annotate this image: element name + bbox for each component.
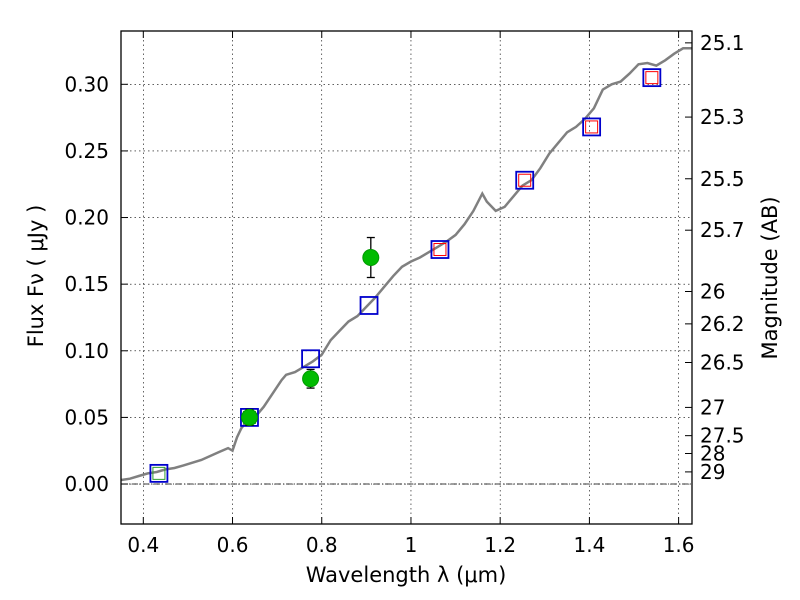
plot-frame	[120, 30, 693, 525]
plot-area	[121, 47, 692, 485]
y-tick-label: 0.10	[64, 339, 109, 363]
right-tick-label: 29	[700, 460, 725, 484]
right-tick-label: 25.5	[700, 167, 745, 191]
right-tick-label: 26.5	[700, 351, 745, 375]
x-tick-label: 0.6	[217, 533, 249, 557]
y-tick-label: 0.15	[64, 272, 109, 296]
y-axis-title: Flux Fν ( μJy )	[24, 205, 48, 348]
right-tick-label: 25.3	[700, 105, 745, 129]
grid	[121, 31, 692, 524]
right-axis-title: Magnitude (AB)	[758, 196, 782, 359]
observed-point	[302, 370, 320, 388]
model-square	[642, 68, 662, 88]
model-square	[515, 170, 535, 190]
right-tick-label: 26	[700, 279, 725, 303]
right-tick-label: 28	[700, 442, 725, 466]
observed-point	[362, 249, 380, 267]
y-axis-ticks: 0.00 0.05 0.10 0.15 0.20 0.25 0.30	[64, 72, 128, 496]
model-square	[359, 296, 379, 315]
model-square	[582, 117, 602, 137]
x-axis-ticks: 0.4 0.6 0.8 1 1.2 1.4 1.6	[127, 31, 695, 557]
spectrum-line	[121, 47, 692, 482]
model-square	[149, 463, 169, 483]
x-tick-label: 0.8	[306, 533, 338, 557]
x-tick-label: 1.6	[663, 533, 695, 557]
model-inner-square	[152, 466, 166, 480]
y-tick-label: 0.30	[64, 72, 109, 96]
x-tick-label: 1	[405, 533, 418, 557]
model-inner-square	[645, 71, 659, 85]
model-square	[430, 240, 450, 259]
y-tick-label: 0.25	[64, 139, 109, 163]
x-tick-label: 1.2	[484, 533, 516, 557]
right-tick-label: 27	[700, 395, 725, 419]
x-tick-label: 1.4	[573, 533, 605, 557]
model-square	[301, 349, 320, 369]
y-tick-label: 0.05	[64, 405, 109, 429]
right-tick-label: 27.5	[700, 424, 745, 448]
observed-point	[240, 408, 258, 426]
x-tick-label: 0.4	[127, 533, 159, 557]
y-tick-label: 0.00	[64, 472, 109, 496]
model-inner-square	[518, 173, 532, 187]
right-tick-label: 26.2	[700, 312, 745, 336]
right-tick-label: 25.1	[700, 31, 745, 55]
right-tick-label: 25.7	[700, 218, 745, 242]
model-inner-square	[585, 120, 599, 134]
y-tick-label: 0.20	[64, 206, 109, 230]
x-axis-title: Wavelength λ (μm)	[306, 563, 507, 587]
model-inner-square	[433, 243, 447, 257]
